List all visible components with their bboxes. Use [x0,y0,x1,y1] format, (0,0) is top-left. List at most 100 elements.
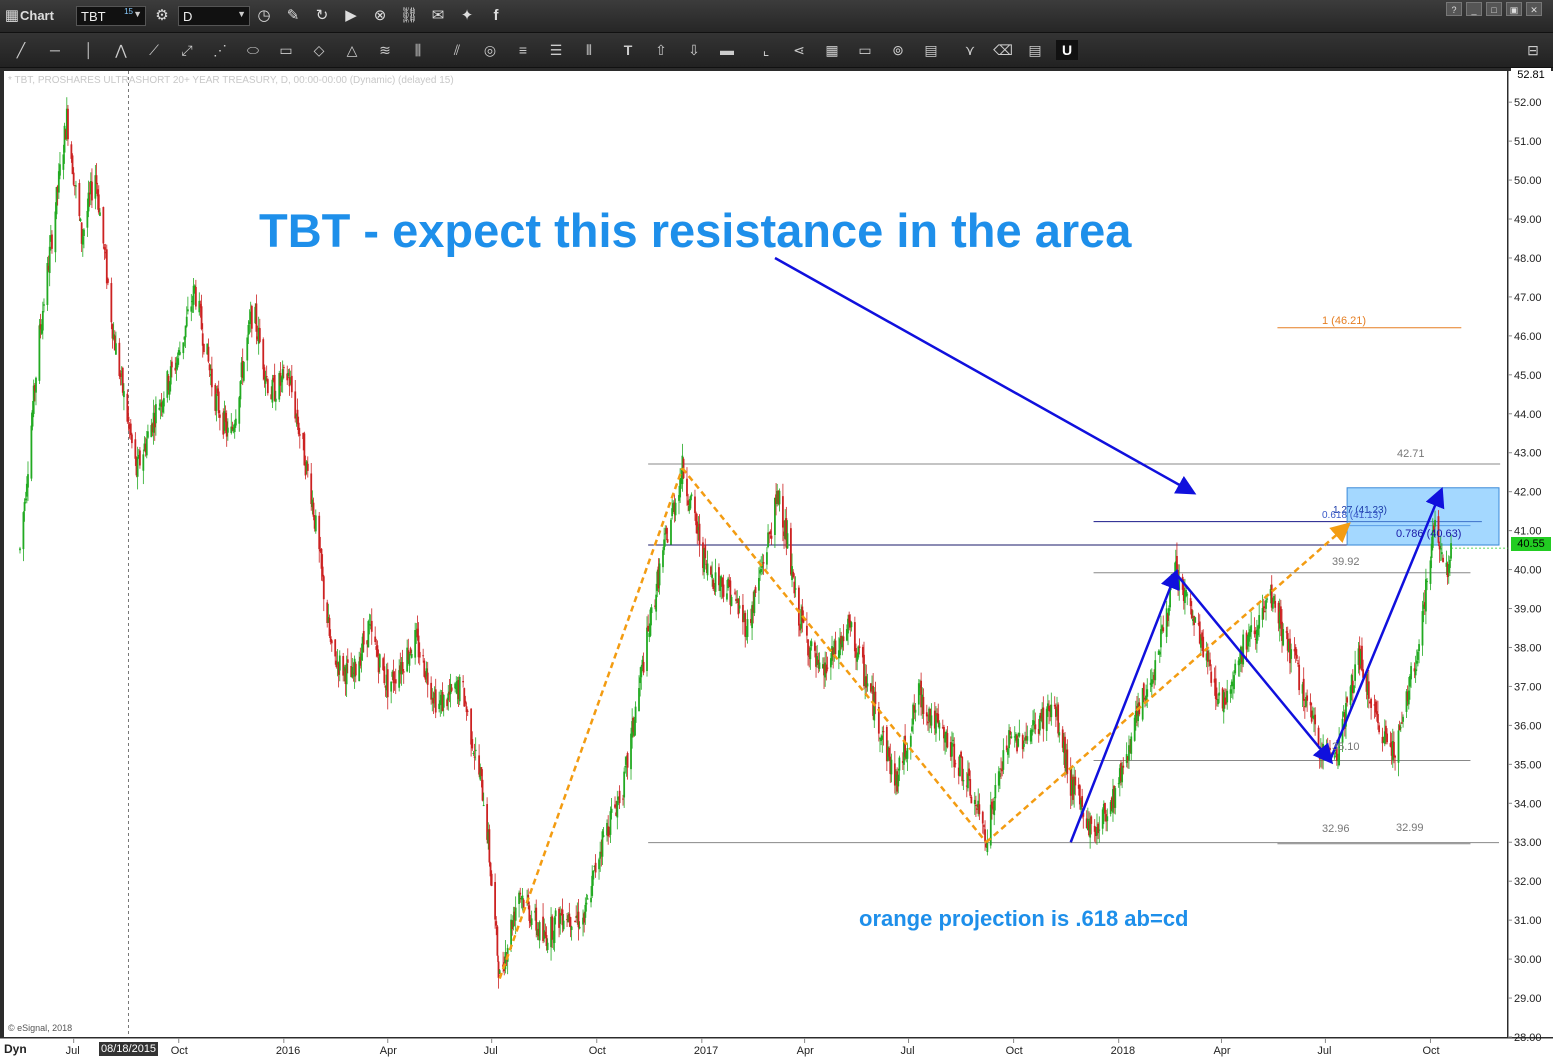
fib-fan-tool-icon[interactable]: ⟋ [149,42,159,58]
candle-body [769,531,772,534]
candle-body [367,621,370,648]
candle-body [274,398,277,402]
gann-tool-icon[interactable]: ⋰ [213,42,227,58]
candle-body [869,683,872,692]
candle-body [583,913,586,923]
chart-plot-area[interactable] [4,71,1507,1037]
candle-body [1367,681,1370,699]
shape-tool-icon[interactable]: ▬ [720,42,734,58]
orange-projection-leg [985,522,1351,844]
candle-body [695,513,698,526]
fib-retracement-tool-icon[interactable]: ≡ [518,42,528,58]
candle-body [241,360,244,378]
candle-body [1287,641,1290,653]
candle-body [143,443,146,451]
candle-body [592,870,595,880]
arrow-down-tool-icon[interactable]: ⇩ [688,42,700,58]
zigzag-tool-icon[interactable]: ⋀ [115,42,127,58]
play-icon[interactable]: ▶ [345,7,357,24]
candle-body [242,362,245,381]
comment-icon[interactable]: ✉ [431,7,445,24]
regression-tool-icon[interactable]: ⌞ [762,42,770,58]
candle-body [43,304,45,306]
dyn-label[interactable]: Dyn [4,1042,27,1056]
candle-body [1266,598,1269,600]
grid-icon[interactable]: ▦ [825,42,839,58]
trendline-tool-icon[interactable]: ╱ [16,42,26,58]
alert-icon[interactable]: ⊗ [373,7,387,24]
target-tool-icon[interactable]: ◎ [483,42,497,58]
candle-body [83,229,85,236]
magnet-icon[interactable]: U [1056,40,1078,60]
restore-icon[interactable]: □ [1486,2,1502,16]
candle-body [689,496,692,509]
channel-tool-icon[interactable]: ≋ [379,42,391,58]
candle-body [482,804,485,807]
clock-icon[interactable]: ◷ [257,7,271,24]
interval-select[interactable]: D ▼ [178,6,250,26]
facebook-icon[interactable]: f [493,7,499,24]
candle-body [1406,692,1409,702]
settings-gear-icon[interactable]: ⚙ [155,7,169,24]
candle-body [514,907,517,921]
candle-body [944,734,946,743]
candle-body [354,663,357,676]
top-toolbar: ▦ Chart TBT 15 ▼ ⚙ D ▼ ◷ ✎ ↻ ▶ ⊗ ⛓ ✉ ✦ f… [0,0,1553,33]
x-tick-label: Jul [66,1045,80,1057]
cycle-lines-tool-icon[interactable]: ⫼ [414,42,422,58]
eraser-icon[interactable]: ⌫ [993,42,1013,58]
chevron-down-icon[interactable]: ▼ [237,9,246,19]
twitter-icon[interactable]: ✦ [460,7,474,24]
help-icon[interactable]: ? [1446,2,1462,16]
symbol-input[interactable]: TBT 15 ▼ [76,6,146,26]
refresh-icon[interactable]: ↻ [315,7,329,24]
close-icon[interactable]: ✕ [1526,2,1542,16]
maximize-icon[interactable]: ▣ [1506,2,1522,16]
minimize-icon[interactable]: _ [1466,2,1482,16]
candle-body [1289,638,1291,664]
candle-body [928,708,930,722]
rectangle-tool-icon[interactable]: ▭ [279,42,293,58]
moe-tool-icon[interactable]: ▭ [858,42,872,58]
candle-body [792,571,795,578]
time-zones-tool-icon[interactable]: ⦀ [585,42,593,58]
pencil-icon[interactable]: ✎ [286,7,300,24]
signal-tool-icon[interactable]: ⊚ [892,42,904,58]
candle-body [497,961,500,978]
candle-body [1013,736,1016,738]
collapse-toolbar-icon[interactable]: ⊟ [1527,42,1539,58]
horizontal-line-tool-icon[interactable]: ─ [50,42,60,58]
parallel-lines-tool-icon[interactable]: ⫽ [453,42,461,58]
candle-body [797,587,800,626]
link-icon[interactable]: ⛓ [399,7,419,24]
candle-body [226,427,229,433]
fib-arc-tool-icon[interactable]: ⤢ [181,42,193,58]
candle-body [153,416,156,428]
candle-body [406,647,409,672]
triangle-tool-icon[interactable]: △ [346,42,358,58]
candle-body [390,681,393,692]
candle-body [199,303,202,308]
candle-body [103,247,106,250]
candle-body [975,805,977,807]
andrews-pitchfork-icon[interactable]: ⋖ [793,42,805,58]
candle-body [167,375,170,391]
time-axis[interactable] [0,1038,1553,1062]
candle-body [736,601,739,603]
text-tool-icon[interactable]: T [623,42,633,58]
comment-tool-icon[interactable]: ▤ [1028,42,1042,58]
y-tick-label: 39.00 [1514,604,1542,616]
ellipse-tool-icon[interactable]: ⬭ [247,42,259,58]
vertical-line-tool-icon[interactable]: │ [84,42,94,58]
eraser-tool-icon[interactable]: ◇ [313,42,325,58]
candle-body [625,757,628,765]
pti-tool-icon[interactable]: ▤ [924,42,938,58]
line-path-tool-icon[interactable]: ⋎ [964,42,976,58]
arrow-up-tool-icon[interactable]: ⇧ [655,42,667,58]
chevron-down-icon[interactable]: ▼ [133,9,142,19]
candle-body [1104,802,1106,814]
fib-extension-tool-icon[interactable]: ☰ [549,42,563,58]
candle-body [1064,736,1066,768]
candle-body [25,483,28,497]
price-axis[interactable] [1508,71,1553,1037]
